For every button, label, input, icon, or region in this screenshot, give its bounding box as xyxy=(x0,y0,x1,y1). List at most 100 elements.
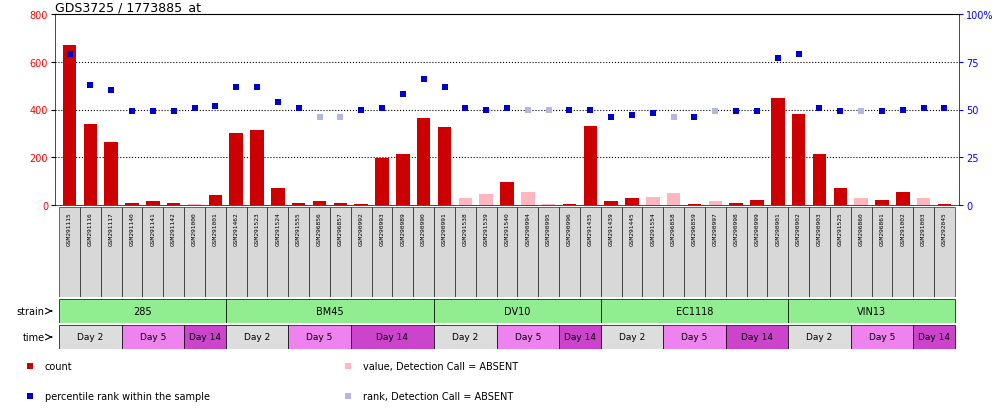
Bar xyxy=(267,207,288,297)
Text: GSM291445: GSM291445 xyxy=(629,212,634,246)
Text: value, Detection Call = ABSENT: value, Detection Call = ABSENT xyxy=(363,361,518,371)
Text: 285: 285 xyxy=(133,306,152,316)
Bar xyxy=(121,207,142,297)
Bar xyxy=(875,201,889,206)
Text: GSM291539: GSM291539 xyxy=(484,212,489,246)
Bar xyxy=(104,142,118,206)
Bar xyxy=(434,325,497,349)
Text: Day 14: Day 14 xyxy=(189,333,221,342)
Bar xyxy=(792,115,805,206)
Bar xyxy=(497,207,518,297)
Bar xyxy=(393,207,414,297)
Text: GSM290901: GSM290901 xyxy=(775,212,780,246)
Text: GSM290990: GSM290990 xyxy=(421,212,426,246)
Bar xyxy=(416,119,430,206)
Bar xyxy=(521,192,535,206)
Text: GSM296857: GSM296857 xyxy=(338,212,343,246)
Text: GSM290903: GSM290903 xyxy=(817,212,822,246)
Bar xyxy=(330,207,351,297)
Bar xyxy=(250,131,263,206)
Bar xyxy=(600,325,663,349)
Text: GSM291117: GSM291117 xyxy=(108,212,113,246)
Bar xyxy=(205,207,226,297)
Text: GSM291115: GSM291115 xyxy=(67,212,73,246)
Text: GSM290999: GSM290999 xyxy=(754,212,759,246)
Text: GSM291523: GSM291523 xyxy=(254,212,259,246)
Bar xyxy=(372,207,393,297)
Bar xyxy=(688,204,701,206)
Text: percentile rank within the sample: percentile rank within the sample xyxy=(45,391,210,401)
Bar xyxy=(414,207,434,297)
Text: Day 5: Day 5 xyxy=(306,333,333,342)
Text: Day 5: Day 5 xyxy=(515,333,541,342)
Bar xyxy=(63,46,77,206)
Bar xyxy=(83,125,97,206)
Text: Day 2: Day 2 xyxy=(452,333,478,342)
Bar xyxy=(247,207,267,297)
Text: GSM290989: GSM290989 xyxy=(401,212,406,246)
Bar xyxy=(455,207,476,297)
Text: GSM291000: GSM291000 xyxy=(192,212,197,246)
Bar xyxy=(563,204,577,206)
Bar xyxy=(60,207,80,297)
Bar xyxy=(559,325,600,349)
Text: GSM292045: GSM292045 xyxy=(942,212,947,246)
Bar xyxy=(767,207,788,297)
Bar xyxy=(538,207,559,297)
Text: GSM291142: GSM291142 xyxy=(171,212,176,246)
Text: GSM291435: GSM291435 xyxy=(587,212,592,246)
Bar xyxy=(663,325,726,349)
Bar xyxy=(60,325,121,349)
Text: Day 2: Day 2 xyxy=(244,333,270,342)
Text: GSM291540: GSM291540 xyxy=(505,212,510,246)
Bar xyxy=(726,207,746,297)
Bar xyxy=(479,195,493,206)
Bar xyxy=(813,154,826,206)
Text: GDS3725 / 1773885_at: GDS3725 / 1773885_at xyxy=(55,1,201,14)
Bar xyxy=(834,189,847,206)
Bar xyxy=(542,204,556,206)
Text: GSM290994: GSM290994 xyxy=(526,212,531,246)
Bar xyxy=(376,159,389,206)
Text: Day 2: Day 2 xyxy=(78,333,103,342)
Bar xyxy=(121,325,184,349)
Bar xyxy=(872,207,893,297)
Bar xyxy=(788,207,809,297)
Text: time: time xyxy=(23,332,45,342)
Bar xyxy=(146,202,160,206)
Bar xyxy=(476,207,497,297)
Text: GSM291555: GSM291555 xyxy=(296,212,301,246)
Bar xyxy=(667,194,681,206)
Text: GSM290998: GSM290998 xyxy=(734,212,739,246)
Text: Day 5: Day 5 xyxy=(681,333,708,342)
Text: GSM290995: GSM290995 xyxy=(546,212,551,246)
Text: Day 2: Day 2 xyxy=(806,333,833,342)
Text: GSM291525: GSM291525 xyxy=(838,212,843,246)
Bar xyxy=(518,207,538,297)
Bar xyxy=(351,325,434,349)
Bar xyxy=(167,203,181,206)
Bar xyxy=(854,198,868,206)
Text: GSM290996: GSM290996 xyxy=(567,212,572,246)
Bar xyxy=(646,197,660,206)
Bar xyxy=(184,325,226,349)
Text: GSM296860: GSM296860 xyxy=(859,212,864,246)
Text: Day 5: Day 5 xyxy=(140,333,166,342)
Text: GSM291554: GSM291554 xyxy=(650,212,655,246)
Bar xyxy=(642,207,663,297)
Bar xyxy=(497,325,559,349)
Bar xyxy=(500,183,514,206)
Text: GSM291116: GSM291116 xyxy=(87,212,92,246)
Text: GSM296856: GSM296856 xyxy=(317,212,322,246)
Bar xyxy=(226,299,434,323)
Bar xyxy=(604,202,618,206)
Bar xyxy=(746,207,767,297)
Text: Day 2: Day 2 xyxy=(619,333,645,342)
Text: GSM291462: GSM291462 xyxy=(234,212,239,246)
Bar xyxy=(913,325,955,349)
Text: strain: strain xyxy=(17,306,45,316)
Text: GSM291002: GSM291002 xyxy=(901,212,906,246)
Bar xyxy=(313,202,326,206)
Text: Day 5: Day 5 xyxy=(869,333,896,342)
Bar xyxy=(600,207,621,297)
